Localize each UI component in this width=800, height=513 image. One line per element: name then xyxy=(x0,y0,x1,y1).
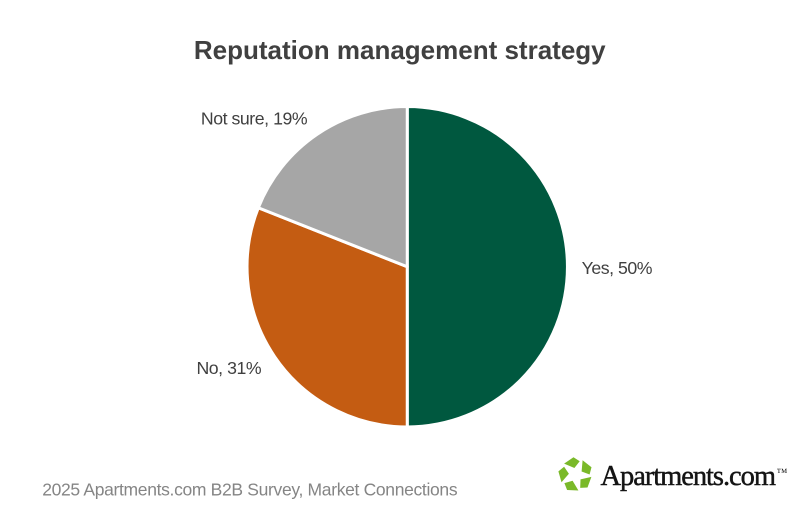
svg-text:No, 31%: No, 31% xyxy=(196,358,261,378)
svg-text:2025 Apartments.com B2B Survey: 2025 Apartments.com B2B Survey, Market C… xyxy=(42,480,458,500)
svg-text:Not sure, 19%: Not sure, 19% xyxy=(201,108,308,128)
svg-text:Apartments.com: Apartments.com xyxy=(601,461,776,492)
svg-text:Reputation management strategy: Reputation management strategy xyxy=(194,35,606,65)
svg-text:Yes, 50%: Yes, 50% xyxy=(582,258,653,278)
svg-text:™: ™ xyxy=(777,467,788,479)
